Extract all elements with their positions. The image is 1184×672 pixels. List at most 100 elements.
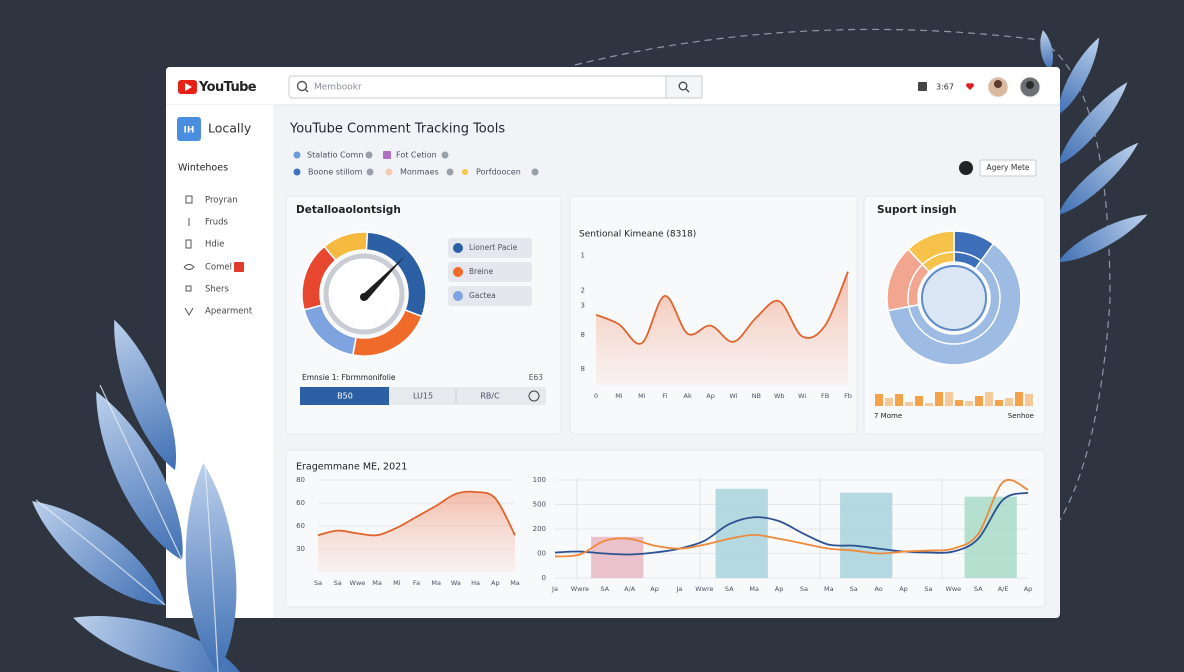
x-tick-label: SA	[725, 585, 734, 593]
bar	[840, 492, 893, 578]
bar	[995, 400, 1003, 406]
leaves-left	[32, 319, 240, 672]
x-tick-label: A/A	[624, 585, 636, 593]
action-button[interactable]	[979, 159, 1037, 177]
bar	[715, 488, 768, 578]
x-tick-label: Wwre	[695, 585, 713, 593]
x-tick-label: 7 Mome	[874, 412, 902, 420]
tab[interactable]: B50	[337, 392, 353, 401]
line	[554, 491, 1029, 556]
legend-label: Lionert Pacie	[469, 243, 518, 252]
y-tick-label: 80	[296, 476, 305, 484]
donut-segment	[301, 245, 337, 311]
filter-dot	[385, 168, 393, 176]
filter-close[interactable]	[441, 151, 449, 159]
brand-name[interactable]: Locally	[208, 121, 252, 136]
badge	[234, 262, 244, 272]
sidebar-item[interactable]: Fruds	[205, 218, 229, 228]
x-tick-label: SA	[600, 585, 609, 593]
x-tick-label: Mi	[393, 579, 401, 587]
sidebar-item[interactable]: Hdie	[205, 240, 224, 250]
x-tick-label: Sa	[800, 585, 808, 593]
filter-close[interactable]	[366, 168, 374, 176]
filter-chip[interactable]: Boone stillom	[308, 168, 363, 177]
sidebar-item[interactable]: Comel	[205, 263, 232, 273]
y-tick-label: 0	[542, 574, 546, 582]
filter-chip[interactable]: Stalatio Comn	[307, 151, 363, 160]
action-button-label[interactable]: Agery Mete	[986, 163, 1029, 172]
legend-pill	[448, 286, 532, 306]
bar	[945, 392, 953, 406]
x-tick-label: Wi	[798, 392, 806, 400]
notification-icon[interactable]	[918, 82, 927, 91]
brand-icon[interactable]	[177, 117, 201, 141]
filter-chip[interactable]: Porfdoocen	[476, 168, 521, 177]
bar	[895, 394, 903, 406]
legend-swatch	[453, 243, 463, 253]
card-title: Sentional Kimeane (8318)	[579, 230, 696, 240]
tab-icon[interactable]	[528, 390, 540, 402]
bar	[875, 394, 883, 406]
bar	[964, 496, 1017, 578]
sidebar-item[interactable]: Proyran	[205, 196, 238, 206]
x-tick-label: Ja	[676, 585, 683, 593]
sidebar-item[interactable]: Apearment	[205, 307, 253, 317]
leaves-right	[1040, 30, 1148, 263]
card-title: Suport insigh	[877, 204, 957, 216]
legend-swatch	[453, 267, 463, 277]
tab[interactable]: LU15	[413, 392, 433, 401]
x-tick-label: Mi	[615, 392, 623, 400]
y-tick-label: 30	[296, 545, 305, 553]
x-tick-label: Sa	[850, 585, 858, 593]
sidebar-item[interactable]: Shers	[205, 285, 230, 295]
donut-segment	[887, 242, 1022, 366]
x-tick-label: Fa	[413, 579, 420, 587]
x-tick-label: Senhoe	[1008, 412, 1034, 420]
card-title: Detalloaolontsigh	[296, 204, 401, 216]
x-tick-label: Ap	[775, 585, 784, 593]
search-icon	[678, 81, 688, 91]
line	[595, 271, 849, 345]
bar	[965, 401, 973, 406]
x-tick-label: Wwe	[350, 579, 366, 587]
search-button[interactable]	[665, 75, 703, 99]
x-tick-label: NB	[752, 392, 761, 400]
x-tick-label: Ma	[510, 579, 520, 587]
x-tick-label: FB	[821, 392, 829, 400]
gauge-needle	[360, 256, 405, 300]
x-tick-label: Ak	[684, 392, 692, 400]
filter-dot	[462, 169, 468, 175]
bar	[1025, 394, 1033, 406]
x-tick-label: Ma	[431, 579, 441, 587]
filter-close[interactable]	[446, 168, 454, 176]
filter-close[interactable]	[365, 151, 373, 159]
gauge-hub	[360, 293, 368, 301]
filter-close[interactable]	[531, 168, 539, 176]
x-tick-label: Ap	[650, 585, 659, 593]
footer-value: E63	[529, 373, 544, 382]
filter-chip[interactable]: Monmaes	[400, 168, 439, 177]
y-tick-label: 3	[581, 301, 585, 309]
footer-label: Emnsie 1: Fbrmmonifolie	[302, 373, 396, 382]
area	[318, 491, 515, 572]
search-icon	[304, 88, 309, 93]
x-tick-label: Ap	[1024, 585, 1033, 593]
x-tick-label: Fb	[844, 392, 852, 400]
filters: Stalatio Comn Fot Cetion Boone stillom M…	[293, 151, 539, 177]
donut-center	[921, 265, 987, 331]
page-title: YouTube Comment Tracking Tools	[289, 122, 505, 137]
logo-play	[185, 83, 192, 91]
filter-chip[interactable]: Fot Cetion	[396, 151, 437, 160]
bar	[985, 392, 993, 406]
y-tick-label: 500	[533, 501, 546, 509]
logo-text[interactable]: YouTube	[198, 80, 257, 95]
tab[interactable]: RB/C	[480, 392, 500, 401]
action-icon[interactable]	[959, 161, 973, 175]
line	[317, 490, 516, 537]
like-icon[interactable]	[966, 83, 974, 90]
tab-active[interactable]	[300, 387, 389, 405]
legend-swatch	[453, 291, 463, 301]
filter-dot	[293, 151, 301, 159]
